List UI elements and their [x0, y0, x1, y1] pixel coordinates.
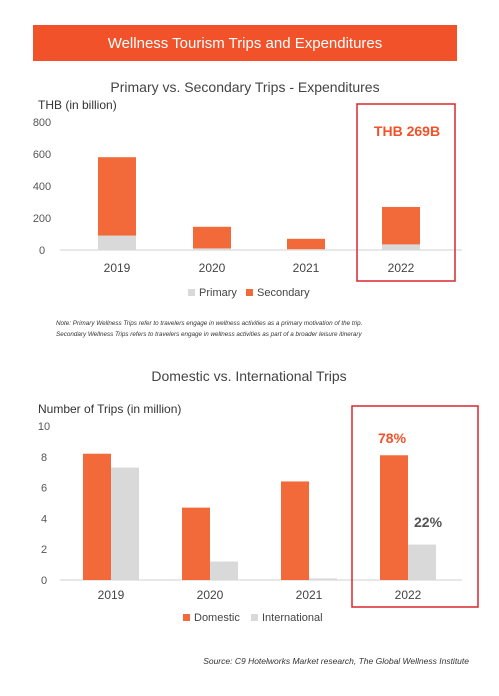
chart2-category-2021: 2021 — [296, 588, 323, 602]
trips-chart: Domestic vs. International Trips Number … — [38, 368, 479, 624]
chart1-bar-primary-2020 — [193, 248, 231, 250]
legend-primary-label: Primary — [199, 287, 237, 299]
chart1-category-labels: 2019 2020 2021 2022 — [104, 261, 415, 275]
chart1-bar-primary-2019 — [98, 235, 136, 250]
legend-domestic-label: Domestic — [194, 612, 240, 624]
chart2-bars — [83, 453, 436, 580]
chart2-callout-domestic: 78% — [378, 430, 407, 446]
chart2-ylabel: Number of Trips (in million) — [38, 402, 181, 416]
chart2-y-tick-3: 6 — [41, 483, 47, 495]
chart2-bar-international-2021 — [309, 578, 337, 580]
chart2-bar-domestic-2020 — [182, 507, 210, 580]
chart1-y-tick-0: 0 — [39, 245, 45, 257]
chart2-category-2019: 2019 — [98, 588, 125, 602]
chart1-category-2019: 2019 — [104, 261, 131, 275]
chart2-legend: Domestic International — [183, 612, 323, 624]
chart2-category-2020: 2020 — [197, 588, 224, 602]
chart2-highlight-box — [351, 405, 479, 608]
chart2-bar-international-2022 — [408, 544, 436, 580]
banner: Wellness Tourism Trips and Expenditures — [33, 25, 457, 61]
legend-secondary-label: Secondary — [257, 287, 310, 299]
chart2-bar-domestic-2021 — [281, 481, 309, 580]
chart1-category-2022: 2022 — [388, 261, 415, 275]
chart1-callout-label: THB 269B — [374, 123, 440, 139]
source-citation: Source: C9 Hotelworks Market research, T… — [203, 656, 469, 666]
chart2-bar-domestic-2022 — [380, 455, 408, 580]
chart2-bar-international-2020 — [210, 561, 238, 580]
chart1-title: Primary vs. Secondary Trips - Expenditur… — [110, 79, 379, 95]
legend-primary-swatch — [188, 289, 195, 296]
chart2-bar-domestic-2019 — [83, 453, 111, 580]
chart1-bar-secondary-2022 — [382, 206, 420, 245]
chart1-bar-primary-2022 — [382, 244, 420, 250]
chart1-bar-primary-2021 — [287, 249, 325, 250]
chart2-y-tick-2: 4 — [41, 513, 47, 525]
chart2-y-tick-0: 0 — [41, 575, 47, 587]
expenditures-chart: Primary vs. Secondary Trips - Expenditur… — [33, 79, 462, 299]
chart1-y-tick-3: 600 — [33, 149, 51, 161]
chart1-bars — [98, 157, 420, 250]
footnote-line-1: Note: Primary Wellness Trips refer to tr… — [56, 320, 363, 327]
chart2-y-tick-1: 2 — [41, 544, 47, 556]
chart2-category-2022: 2022 — [395, 588, 422, 602]
chart1-legend: Primary Secondary — [188, 287, 310, 299]
footnote-line-2: Secondary Wellness Trips refers to trave… — [56, 331, 362, 338]
chart1-y-tick-4: 800 — [33, 117, 51, 129]
chart1-category-2020: 2020 — [199, 261, 226, 275]
chart1-bar-secondary-2021 — [287, 238, 325, 250]
chart1-ylabel: THB (in billion) — [38, 98, 117, 112]
chart2-callout-international: 22% — [414, 514, 443, 530]
chart1-bar-secondary-2020 — [193, 226, 231, 249]
chart2-y-tick-5: 10 — [38, 421, 50, 433]
chart1-bar-secondary-2019 — [98, 157, 136, 236]
legend-secondary-swatch — [246, 289, 253, 296]
chart1-y-tick-1: 200 — [33, 213, 51, 225]
legend-international-swatch — [251, 614, 258, 621]
chart2-bar-international-2019 — [111, 467, 139, 580]
chart1-y-ticks: 0 200 400 600 800 — [33, 117, 51, 257]
chart2-category-labels: 2019 2020 2021 2022 — [98, 588, 422, 602]
legend-international-label: International — [262, 612, 323, 624]
chart1-category-2021: 2021 — [293, 261, 320, 275]
legend-domestic-swatch — [183, 614, 190, 621]
banner-title: Wellness Tourism Trips and Expenditures — [107, 34, 383, 52]
chart2-y-ticks: 0 2 4 6 8 10 — [38, 421, 50, 587]
chart1-highlight-box — [356, 103, 456, 282]
chart2-y-tick-4: 8 — [41, 452, 47, 464]
chart2-title: Domestic vs. International Trips — [151, 368, 346, 384]
chart1-y-tick-2: 400 — [33, 181, 51, 193]
footnote: Note: Primary Wellness Trips refer to tr… — [56, 318, 456, 340]
